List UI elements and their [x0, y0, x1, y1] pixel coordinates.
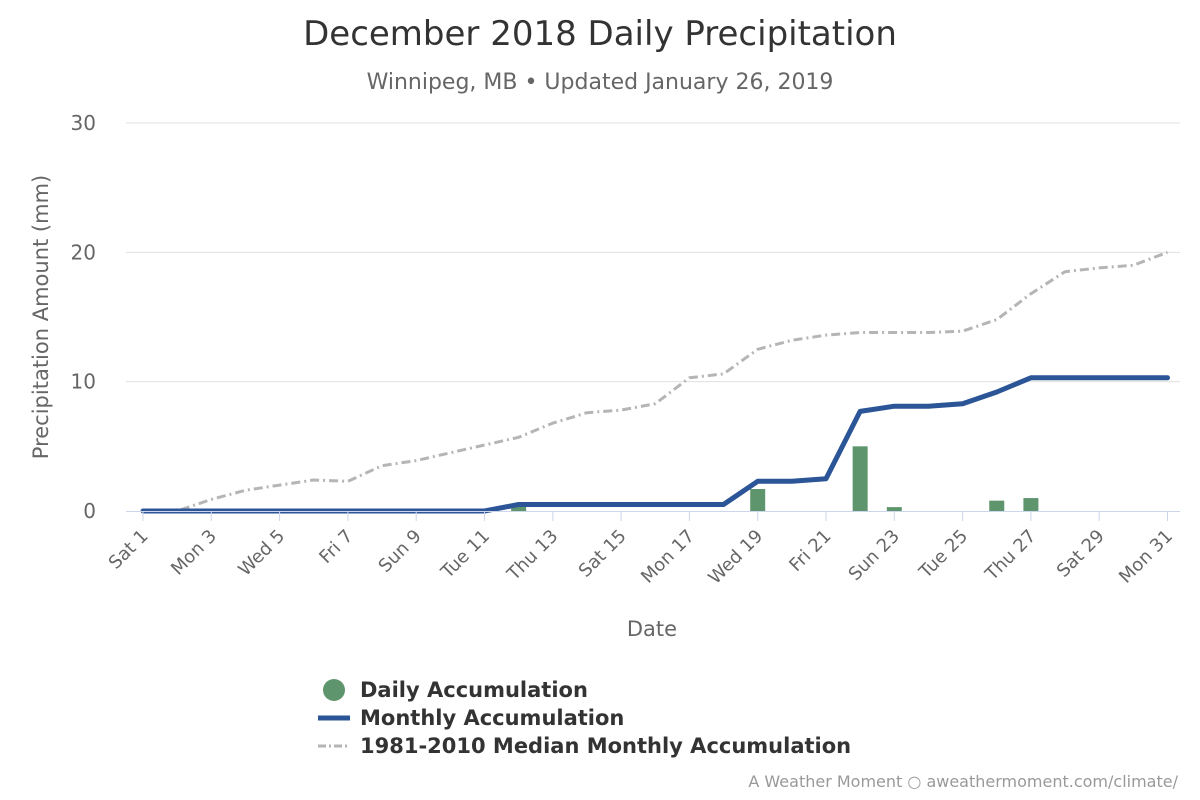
x-tick-label: Sat 15 [575, 526, 631, 582]
monthly-accumulation-line[interactable] [140, 375, 1170, 514]
y-tick-label: 20 [71, 240, 96, 264]
x-tick-label: Sun 9 [375, 526, 426, 577]
legend-label-median: 1981-2010 Median Monthly Accumulation [360, 734, 852, 758]
median-accumulation-line[interactable] [143, 250, 1169, 513]
source-credit[interactable]: A Weather Moment ○ aweathermoment.com/cl… [748, 772, 1178, 791]
x-tick-label: Mon 3 [167, 526, 221, 580]
y-axis-label: Precipitation Amount (mm) [29, 175, 53, 459]
x-tick-label: Sat 1 [105, 526, 153, 574]
chart-subtitle: Winnipeg, MB • Updated January 26, 2019 [366, 70, 834, 95]
daily-bar[interactable] [852, 446, 868, 511]
legend-item-daily[interactable]: Daily Accumulation [318, 676, 851, 704]
y-tick-label: 30 [71, 111, 96, 135]
y-tick-label: 10 [71, 370, 96, 394]
x-tick-label: Mon 31 [1115, 526, 1177, 588]
y-tick-label: 0 [83, 499, 96, 523]
legend-item-monthly[interactable]: Monthly Accumulation [318, 704, 851, 732]
legend-item-median[interactable]: 1981-2010 Median Monthly Accumulation [318, 732, 851, 760]
x-tick-label: Tue 11 [436, 526, 494, 584]
daily-bar[interactable] [886, 507, 902, 511]
x-tick-label: Fri 21 [785, 526, 835, 576]
daily-bar[interactable] [750, 489, 766, 511]
daily-bar[interactable] [511, 505, 527, 511]
daily-bar[interactable] [1023, 498, 1039, 511]
legend-symbol-daily [323, 679, 345, 701]
chart-legend: Daily Accumulation Monthly Accumulation … [318, 676, 851, 760]
x-tick-label: Thu 27 [981, 526, 1041, 586]
x-tick-label: Fri 7 [315, 526, 357, 568]
x-tick-label: Sat 29 [1053, 526, 1109, 582]
x-tick-label: Wed 19 [704, 526, 767, 589]
x-axis-label: Date [627, 617, 677, 641]
x-tick-label: Tue 25 [915, 526, 973, 584]
x-tick-label: Thu 13 [503, 526, 563, 586]
legend-symbol-monthly [318, 715, 350, 721]
legend-symbol-median [318, 744, 350, 748]
chart-title: December 2018 Daily Precipitation [303, 14, 897, 54]
daily-bar[interactable] [989, 500, 1005, 511]
legend-label-monthly: Monthly Accumulation [360, 706, 625, 730]
legend-label-daily: Daily Accumulation [360, 678, 588, 702]
x-tick-label: Wed 5 [234, 526, 289, 581]
x-tick-label: Mon 17 [637, 526, 699, 588]
x-tick-label: Sun 23 [845, 526, 904, 585]
